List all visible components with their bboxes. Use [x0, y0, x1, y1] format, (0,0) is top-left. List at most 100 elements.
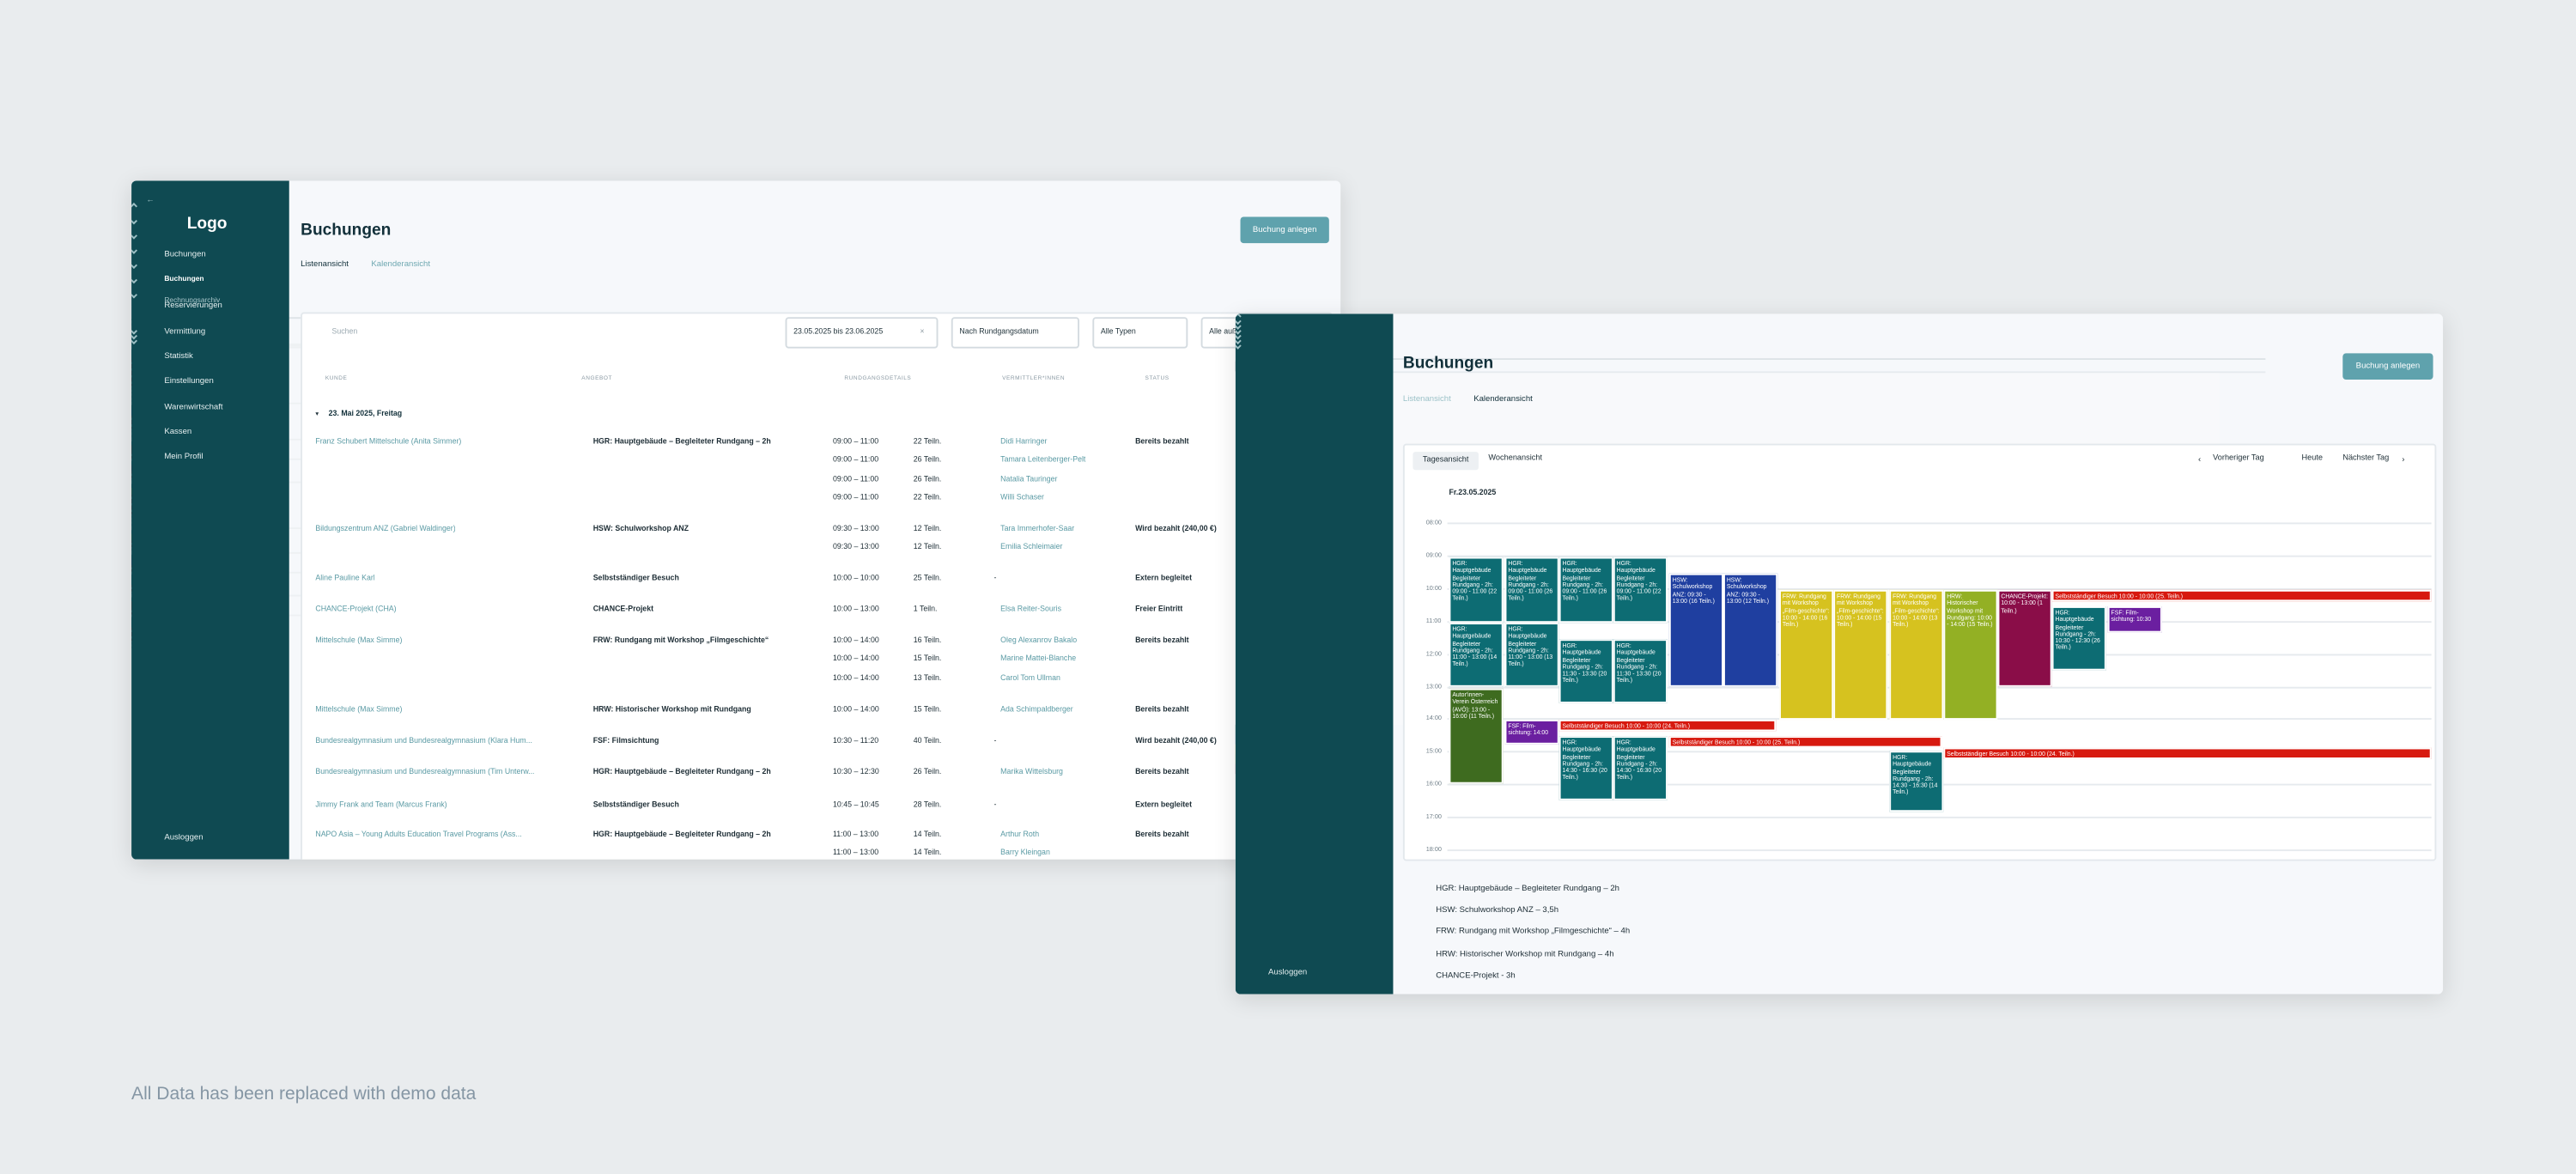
guide[interactable]: Arthur Roth — [1000, 830, 1040, 838]
nav-item[interactable]: Buchungen — [164, 249, 206, 260]
logo: Logo — [186, 215, 228, 234]
participants: 15 Teiln. — [913, 654, 942, 663]
calendar-event[interactable]: HGR: Hauptgebäude Begleiteter Rundgang -… — [1558, 736, 1613, 800]
sidebar — [131, 180, 289, 860]
nav-item[interactable]: Reservierungen — [164, 301, 222, 312]
tour-time: 09:30 – 13:00 — [833, 524, 879, 532]
guide[interactable]: Ada Schimpaldberger — [1000, 704, 1073, 714]
column-header: STATUS — [1145, 374, 1170, 381]
search-input[interactable]: Suchen — [331, 326, 358, 336]
offer: HRW: Historischer Workshop mit Rundgang — [592, 704, 751, 714]
calendar-event[interactable]: Selbstständiger Besuch 10:00 - 10:00 (25… — [2051, 589, 2432, 602]
tour-time: 10:30 – 11:20 — [833, 736, 879, 745]
calendar-event[interactable]: HGR: Hauptgebäude Begleiteter Rundgang -… — [1613, 639, 1668, 703]
status: Wird bezahlt (240,00 €) — [1135, 524, 1217, 532]
nav-item[interactable]: Einstellungen — [164, 376, 214, 386]
customer[interactable]: Bundesrealgymnasium und Bundesrealgymnas… — [315, 767, 535, 776]
create-button[interactable]: Buchung anlegen — [1240, 216, 1329, 244]
nav-item[interactable]: Vermittlung — [164, 325, 206, 337]
prev-day[interactable]: Vorheriger Tag — [2213, 454, 2264, 464]
tour-time: 10:00 – 13:00 — [833, 605, 879, 613]
customer[interactable]: NAPO Asia – Young Adults Education Trave… — [315, 830, 522, 838]
calendar-event[interactable]: HGR: Hauptgebäude Begleiteter Rundgang -… — [1449, 623, 1504, 687]
calendar-event[interactable]: Autor'innen-Verein Österreich (AVÖ): 13:… — [1449, 688, 1504, 784]
calendar-event[interactable]: HGR: Hauptgebäude Begleiteter Rundgang -… — [1558, 557, 1613, 623]
calendar-event[interactable]: FRW: Rundgang mit Workshop „Film-geschic… — [1833, 589, 1888, 721]
guide[interactable]: Natalia Tauringer — [1000, 474, 1058, 483]
calendar-event[interactable]: FSF: Film-sichtung: 14:00 — [1504, 720, 1559, 745]
nav-item[interactable]: Kassen — [164, 427, 192, 437]
filter-box[interactable] — [785, 317, 939, 349]
create-button[interactable]: Buchung anlegen — [2342, 353, 2433, 380]
calendar-event[interactable]: HGR: Hauptgebäude Begleiteter Rundgang -… — [1504, 623, 1559, 687]
customer[interactable]: Jimmy Frank and Team (Marcus Frank) — [315, 800, 447, 809]
calendar-event[interactable]: FRW: Rundgang mit Workshop „Film-geschic… — [1889, 589, 1944, 721]
customer[interactable]: Bildungszentrum ANZ (Gabriel Waldinger) — [315, 524, 456, 532]
tour-time: 09:30 – 13:00 — [833, 542, 879, 551]
guide[interactable]: Oleg Alexanrov Bakalo — [1000, 636, 1078, 644]
calendar-event[interactable]: CHANCE-Projekt: 10:00 - 13:00 (1 Teiln.) — [1997, 589, 2052, 687]
offer: FSF: Filmsichtung — [592, 736, 659, 745]
calendar-event[interactable]: HGR: Hauptgebäude Begleiteter Rundgang -… — [1613, 557, 1668, 623]
tab[interactable]: Kalenderansicht — [371, 259, 431, 270]
calendar-event[interactable]: HGR: Hauptgebäude Begleiteter Rundgang -… — [1889, 751, 1944, 812]
filter-box[interactable] — [951, 317, 1080, 349]
sidebar — [1235, 313, 1394, 995]
customer[interactable]: CHANCE-Projekt (CHA) — [315, 605, 397, 613]
guide[interactable]: Tamara Leitenberger-Pelt — [1000, 455, 1086, 465]
nav-item[interactable]: Mein Profil — [164, 452, 204, 462]
calendar-event[interactable]: HGR: Hauptgebäude Begleiteter Rundgang -… — [1449, 557, 1504, 623]
guide[interactable]: Marine Mattei-Blanche — [1000, 654, 1077, 663]
tab[interactable]: Listenansicht — [1402, 394, 1451, 405]
participants: 12 Teiln. — [913, 524, 942, 532]
today[interactable]: Heute — [2301, 454, 2323, 464]
nav-subitem[interactable]: Buchungen — [164, 274, 204, 283]
calendar-event[interactable]: HGR: Hauptgebäude Begleiteter Rundgang -… — [1558, 639, 1613, 703]
participants: 26 Teiln. — [913, 455, 942, 465]
calendar-event[interactable]: FRW: Rundgang mit Workshop „Film-geschic… — [1779, 589, 1834, 721]
customer[interactable]: Mittelschule (Max Simme) — [315, 704, 403, 714]
legend-label: CHANCE-Projekt - 3h — [1436, 970, 1516, 981]
legend-label: HGR: Hauptgebäude – Begleiteter Rundgang… — [1436, 884, 1620, 894]
guide[interactable]: Carol Tom Ullman — [1000, 672, 1060, 682]
calendar-event[interactable]: HSW: Schulworkshop ANZ: 09:30 - 13:00 (1… — [1668, 573, 1724, 687]
calendar-event[interactable]: Selbstständiger Besuch 10:00 - 10:00 (24… — [1558, 720, 1777, 732]
nav-subitem[interactable]: Rechnungsarchiv — [164, 295, 221, 304]
calendar-event[interactable]: HRW: Historischer Workshop mit Rundgang:… — [1943, 589, 1998, 721]
logout[interactable]: Ausloggen — [164, 833, 204, 843]
tab-active[interactable]: Kalenderansicht — [1473, 394, 1533, 405]
guide[interactable]: Elsa Reiter-Souris — [1000, 605, 1062, 613]
calendar-event[interactable]: Selbstständiger Besuch 10:00 - 10:00 (24… — [1943, 747, 2432, 759]
guide[interactable]: Tara Immerhofer-Saar — [1000, 524, 1075, 532]
calendar-event[interactable]: Selbstständiger Besuch 10:00 - 10:00 (25… — [1668, 736, 1942, 748]
logout[interactable]: Ausloggen — [1268, 967, 1308, 978]
filter-box[interactable] — [1092, 317, 1188, 349]
calendar-event[interactable]: FSF: Film-sichtung: 10:30 — [2107, 605, 2162, 633]
list-window: ← Logo Buchungen Buchungen Rechnungsarchiv Re… — [131, 180, 1341, 860]
nav-item[interactable]: Statistik — [164, 351, 193, 362]
guide[interactable]: Willi Schaser — [1000, 492, 1044, 502]
calendar-event[interactable]: HGR: Hauptgebäude Begleiteter Rundgang -… — [1613, 736, 1668, 800]
customer[interactable]: Aline Pauline Karl — [315, 573, 375, 582]
calendar-event[interactable]: HGR: Hauptgebäude Begleiteter Rundgang -… — [1504, 557, 1559, 623]
calendar-event[interactable]: HSW: Schulworkshop ANZ: 09:30 - 13:00 (1… — [1723, 573, 1778, 687]
column-header: VERMITTLER*INNEN — [1002, 374, 1066, 381]
view[interactable]: Wochenansicht — [1488, 454, 1543, 464]
customer[interactable]: Franz Schubert Mittelschule (Anita Simme… — [315, 436, 462, 446]
status: Bereits bezahlt — [1135, 636, 1189, 644]
customer[interactable]: Bundesrealgymnasium und Bundesrealgymnas… — [315, 736, 532, 745]
tab-active[interactable]: Listenansicht — [301, 259, 349, 270]
guide[interactable]: Emilia Schleimaier — [1000, 542, 1063, 551]
tour-time: 10:30 – 12:30 — [833, 767, 879, 776]
guide[interactable]: Marika Wittelsburg — [1000, 767, 1063, 776]
guide[interactable]: Didi Harringer — [1000, 436, 1048, 446]
nav-item[interactable]: Warenwirtschaft — [164, 401, 223, 412]
tour-time: 10:45 – 10:45 — [833, 800, 879, 809]
calendar-event[interactable]: HGR: Hauptgebäude Begleiteter Rundgang -… — [2051, 605, 2106, 671]
view-active[interactable]: Tagesansicht — [1413, 452, 1479, 471]
tour-time: 11:00 – 13:00 — [833, 848, 879, 857]
participants: 26 Teiln. — [913, 767, 942, 776]
customer[interactable]: Mittelschule (Max Simme) — [315, 636, 403, 644]
guide[interactable]: Barry Kleingan — [1000, 848, 1050, 857]
next-day[interactable]: Nächster Tag — [2342, 454, 2390, 464]
